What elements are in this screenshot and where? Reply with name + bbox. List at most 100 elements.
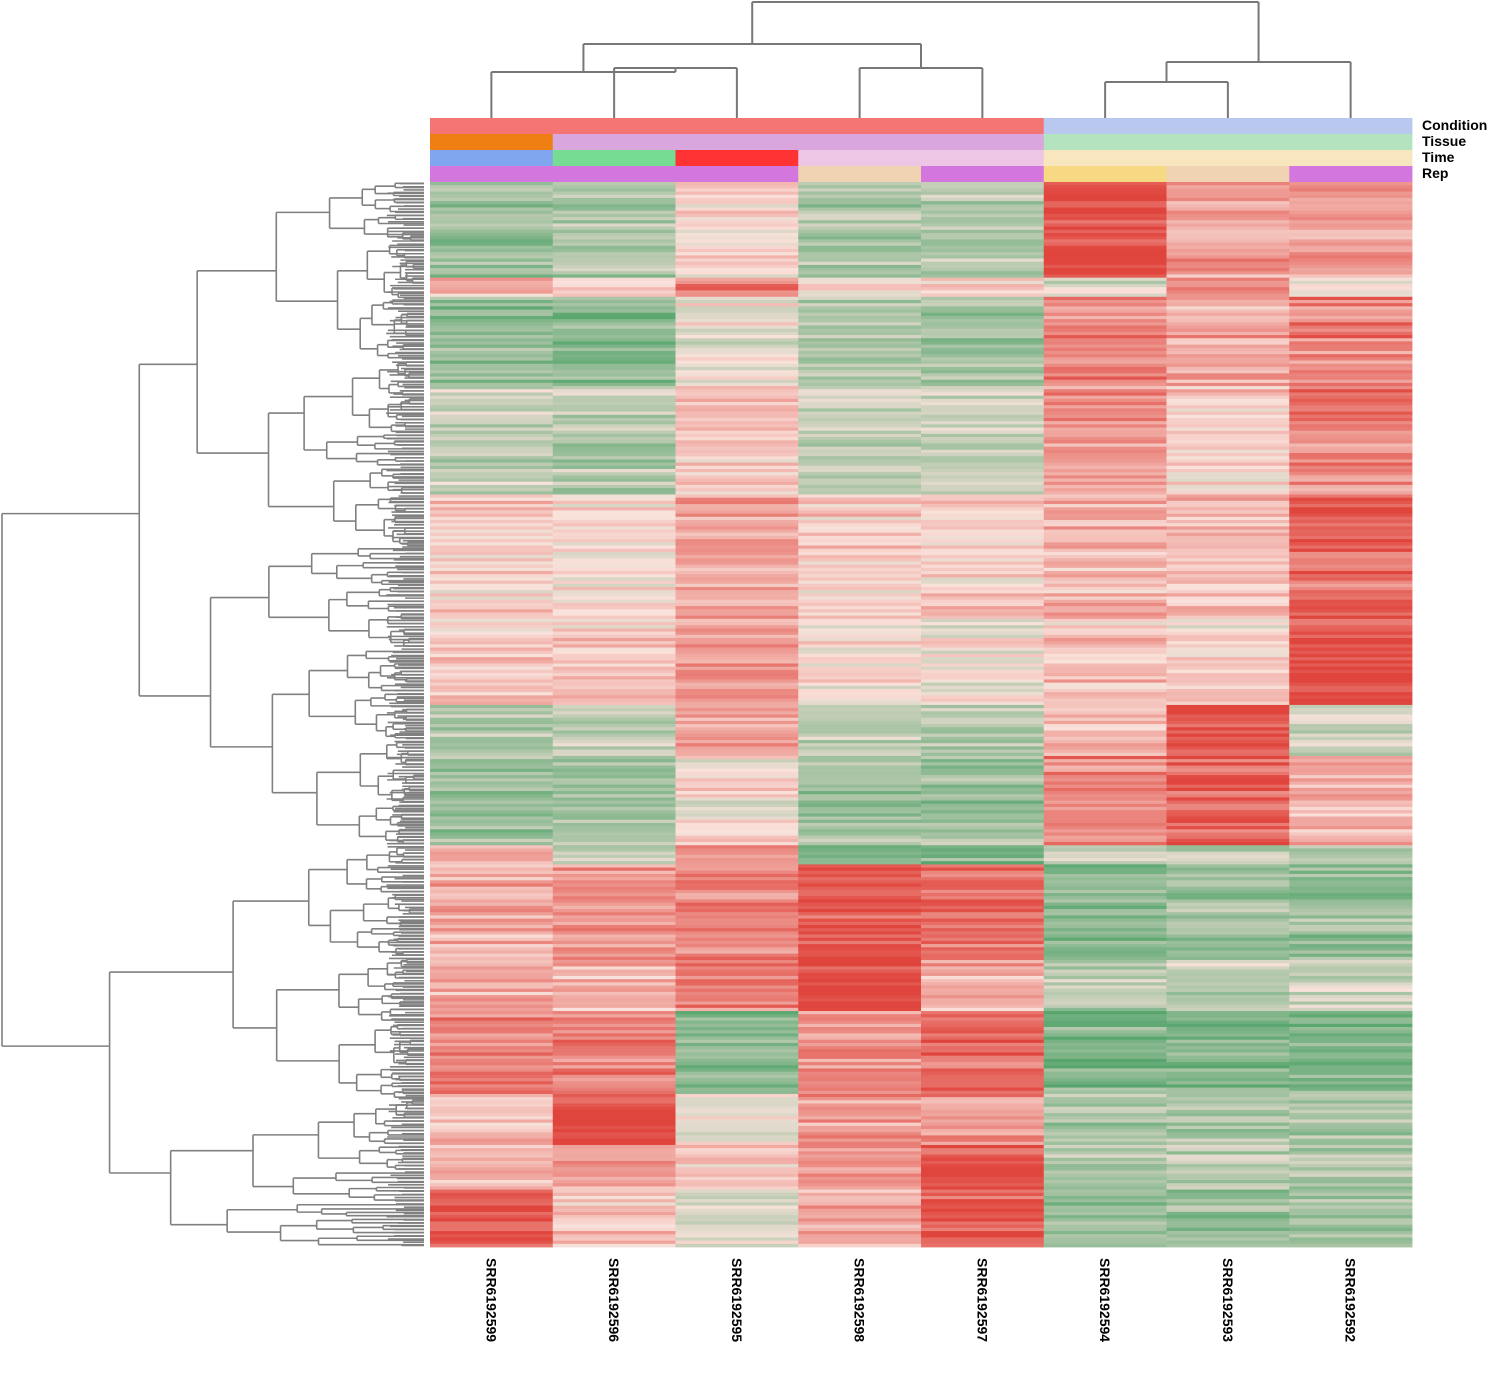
heatmap-cell <box>1166 229 1290 234</box>
heatmap-cell <box>1166 899 1290 904</box>
heatmap-cell <box>921 424 1045 428</box>
heatmap-cell <box>675 1237 799 1242</box>
heatmap-cell <box>1043 322 1167 326</box>
heatmap-cell <box>430 877 554 881</box>
heatmap-cell <box>1043 325 1167 330</box>
heatmap-cell <box>1043 950 1167 955</box>
heatmap-cell <box>552 704 676 709</box>
heatmap-cell <box>1289 194 1413 199</box>
heatmap-cell <box>430 1036 554 1041</box>
heatmap-cell <box>430 261 554 266</box>
heatmap-cell <box>1289 475 1413 479</box>
heatmap-cell <box>798 366 922 371</box>
heatmap-cell <box>552 625 676 629</box>
heatmap-cell <box>1289 577 1413 581</box>
heatmap-cell <box>921 456 1045 460</box>
heatmap-cell <box>1166 188 1290 192</box>
heatmap-cell <box>430 405 554 409</box>
heatmap-cell <box>798 816 922 821</box>
heatmap-cell <box>1043 1154 1167 1159</box>
heatmap-cell <box>798 1125 922 1130</box>
heatmap-cell <box>921 261 1045 266</box>
heatmap-cell <box>1289 755 1413 760</box>
heatmap-cell <box>798 405 922 409</box>
heatmap-cell <box>430 586 554 591</box>
heatmap-cell <box>921 1170 1045 1175</box>
heatmap-cell <box>675 468 799 473</box>
heatmap-cell <box>921 386 1045 390</box>
heatmap-cell <box>1166 405 1290 409</box>
heatmap-cell <box>798 210 922 215</box>
heatmap-cell <box>675 628 799 632</box>
heatmap-cell <box>552 386 676 390</box>
heatmap-cell <box>1166 526 1290 530</box>
heatmap-cell <box>921 1240 1045 1245</box>
heatmap-cell <box>552 1093 676 1098</box>
heatmap-cell <box>1166 523 1290 527</box>
heatmap-cell <box>798 743 922 747</box>
heatmap-cell <box>1166 1138 1290 1143</box>
heatmap-cell <box>1289 414 1413 419</box>
heatmap-cell <box>430 1068 554 1073</box>
heatmap-cell <box>921 1183 1045 1187</box>
heatmap-cell <box>552 1078 676 1082</box>
heatmap-cell <box>430 277 554 282</box>
heatmap-cell <box>430 376 554 381</box>
heatmap-cell <box>798 453 922 457</box>
heatmap-cell <box>1289 290 1413 294</box>
heatmap-cell <box>430 414 554 419</box>
heatmap-cell <box>798 838 922 843</box>
heatmap-cell <box>1043 261 1167 266</box>
heatmap-cell <box>1043 1151 1167 1155</box>
heatmap-cell <box>552 1042 676 1047</box>
heatmap-cell <box>1166 185 1290 189</box>
heatmap-cell <box>430 1148 554 1152</box>
heatmap-cell <box>1166 325 1290 330</box>
heatmap-cell <box>675 1100 799 1104</box>
heatmap-cell <box>1043 571 1167 575</box>
heatmap-cell <box>675 449 799 454</box>
heatmap-cell <box>1166 1151 1290 1155</box>
heatmap-cell <box>1289 1039 1413 1044</box>
heatmap-cell <box>1166 344 1290 349</box>
heatmap-cell <box>675 417 799 422</box>
heatmap-cell <box>1166 1183 1290 1187</box>
heatmap-cell <box>430 733 554 738</box>
heatmap-cell <box>798 787 922 792</box>
heatmap-cell <box>552 599 676 604</box>
heatmap-cell <box>675 1132 799 1136</box>
heatmap-cell <box>675 819 799 824</box>
heatmap-cell <box>675 615 799 620</box>
heatmap-cell <box>1166 299 1290 304</box>
heatmap-cell <box>430 1014 554 1018</box>
heatmap-cell <box>1043 1211 1167 1216</box>
heatmap-cell <box>675 609 799 613</box>
heatmap-cell <box>798 1151 922 1155</box>
heatmap-cell <box>552 213 676 218</box>
heatmap-cell <box>1043 666 1167 671</box>
heatmap-cell <box>430 516 554 521</box>
heatmap-cell <box>430 998 554 1002</box>
heatmap-cell <box>1166 513 1290 518</box>
heatmap-cell <box>430 1234 554 1238</box>
heatmap-cell <box>675 714 799 719</box>
heatmap-cell <box>1043 963 1167 967</box>
heatmap-cell <box>1166 555 1290 559</box>
heatmap-cell <box>798 609 922 613</box>
heatmap-cell <box>675 574 799 578</box>
heatmap-cell <box>1289 472 1413 476</box>
heatmap-cell <box>798 998 922 1002</box>
heatmap-cell <box>921 1227 1045 1232</box>
heatmap-cell <box>1289 717 1413 722</box>
heatmap-cell <box>1166 1113 1290 1117</box>
heatmap-cell <box>552 255 676 259</box>
heatmap-cell <box>1289 1011 1413 1015</box>
heatmap-cell <box>1166 417 1290 422</box>
heatmap-cell <box>675 829 799 833</box>
heatmap-cell <box>430 893 554 897</box>
heatmap-cell <box>1166 794 1290 798</box>
heatmap-cell <box>1166 944 1290 948</box>
annotation-cell-rep <box>798 166 922 182</box>
heatmap-cell <box>1043 708 1167 712</box>
heatmap-cell <box>675 194 799 199</box>
